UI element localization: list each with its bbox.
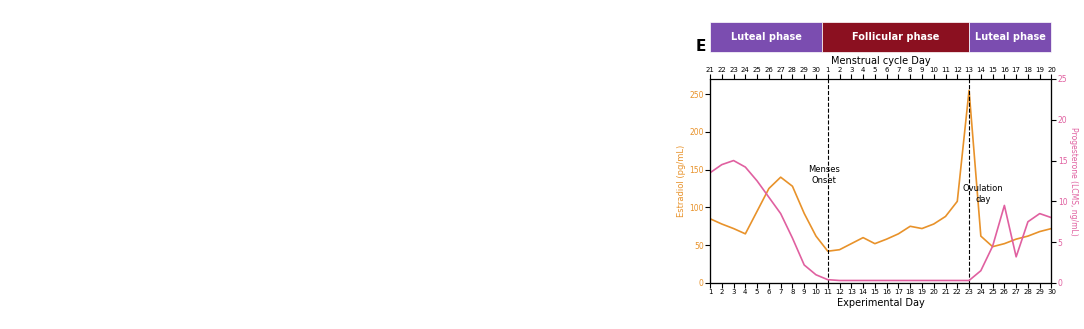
Text: Luteal phase: Luteal phase [731,32,801,42]
Y-axis label: Progesterone (LCMS, ng/mL): Progesterone (LCMS, ng/mL) [1070,127,1079,235]
FancyBboxPatch shape [822,22,969,52]
Y-axis label: Estradiol (pg/mL): Estradiol (pg/mL) [678,145,686,217]
Text: Menses
Onset: Menses Onset [809,165,840,185]
Text: E: E [696,39,707,55]
FancyBboxPatch shape [969,22,1051,52]
X-axis label: Menstrual cycle Day: Menstrual cycle Day [831,56,930,66]
Text: Follicular phase: Follicular phase [852,32,939,42]
FancyBboxPatch shape [710,22,822,52]
X-axis label: Experimental Day: Experimental Day [837,298,925,308]
Text: Ovulation
day: Ovulation day [963,184,1004,204]
Text: Luteal phase: Luteal phase [975,32,1046,42]
